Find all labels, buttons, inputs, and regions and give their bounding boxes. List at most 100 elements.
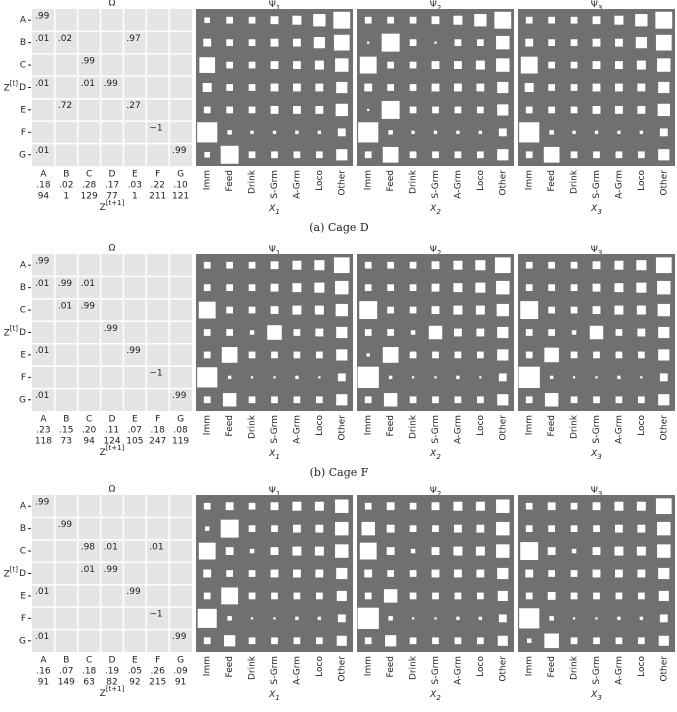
- hinton-square: [454, 83, 462, 92]
- row-label: G: [19, 636, 26, 646]
- col-label: F: [155, 656, 160, 666]
- hinton-square: [387, 329, 395, 336]
- label-base: Z: [100, 203, 106, 213]
- behavior-label: Drink: [248, 169, 258, 194]
- cell-value: .99: [58, 520, 73, 530]
- axis-label: Z[t]: [4, 325, 19, 339]
- stationary: .18: [82, 667, 97, 677]
- hinton-square: [367, 108, 370, 112]
- col-label: G: [177, 170, 184, 180]
- hinton-square: [548, 16, 556, 24]
- hinton-square: [433, 130, 438, 135]
- hinton-square: [476, 106, 484, 114]
- hinton-square: [453, 501, 463, 511]
- caption: (b) Cage F: [310, 466, 369, 479]
- hinton-square: [409, 84, 417, 91]
- behavior-label: A-Grm: [453, 170, 463, 199]
- count: 1: [63, 192, 69, 202]
- hinton-square: [387, 84, 395, 91]
- behavior-label: A-Grm: [292, 415, 302, 444]
- hinton-square: [295, 130, 299, 135]
- label-sub: 1: [276, 490, 280, 498]
- behavior-label: Feed: [225, 415, 235, 436]
- behavior-label: S-Grm: [270, 415, 280, 444]
- hinton-square: [359, 301, 378, 320]
- hinton-square: [409, 570, 417, 577]
- hinton-square: [270, 38, 279, 47]
- hinton-square: [270, 306, 279, 314]
- hinton-square: [570, 306, 578, 314]
- hinton-square: [248, 284, 256, 292]
- hinton-square: [476, 328, 485, 337]
- label-sup: [t]: [10, 80, 18, 88]
- hinton-square: [431, 261, 440, 270]
- axis-label: X2: [429, 204, 441, 217]
- label-base: Ψ: [269, 245, 276, 255]
- hinton-square: [409, 39, 417, 47]
- hinton-square: [226, 106, 234, 114]
- hinton-square: [292, 501, 302, 511]
- row-label: B: [20, 283, 26, 293]
- hinton-square: [387, 261, 395, 269]
- hinton-square: [518, 366, 540, 389]
- hinton-square: [615, 592, 623, 600]
- hinton-square: [570, 284, 578, 292]
- axis-label: X3: [590, 449, 602, 462]
- label-sub: 2: [436, 208, 441, 216]
- stationary: .09: [173, 667, 188, 677]
- hinton-square: [357, 607, 379, 630]
- cell-value: .01: [35, 146, 49, 156]
- hinton-square: [570, 39, 578, 47]
- hinton-square: [388, 130, 393, 135]
- label-base: Ψ: [430, 486, 437, 496]
- hinton-square: [614, 15, 624, 25]
- hinton-square: [525, 351, 533, 359]
- hinton-square: [315, 396, 323, 404]
- label-base: Ψ: [430, 245, 437, 255]
- hinton-square: [497, 590, 508, 601]
- hinton-square: [637, 524, 646, 533]
- hinton-square: [548, 306, 556, 314]
- hinton-square: [494, 11, 512, 29]
- hinton-square: [548, 284, 556, 292]
- hinton-square: [615, 569, 623, 578]
- hinton-square: [387, 306, 395, 314]
- hinton-square: [658, 349, 670, 361]
- col-label: B: [63, 656, 69, 666]
- axis-label: Ψ1: [269, 486, 281, 499]
- hinton-square: [615, 106, 623, 114]
- label-sub: 1: [275, 694, 279, 702]
- hinton-square: [409, 151, 417, 159]
- hinton-square: [520, 542, 539, 561]
- hinton-square: [197, 608, 217, 628]
- hinton-square: [203, 592, 211, 600]
- omega-bg: [32, 495, 192, 652]
- hinton-square: [592, 261, 601, 270]
- axis-label: Z[t]: [4, 566, 19, 580]
- hinton-square: [525, 261, 533, 269]
- axis-label: X3: [590, 204, 602, 217]
- hinton-square: [248, 106, 256, 114]
- hinton-square: [314, 501, 324, 511]
- count: 94: [38, 192, 50, 202]
- hinton-square: [476, 592, 484, 600]
- label-base: X: [268, 690, 276, 700]
- hinton-square: [658, 590, 669, 601]
- behavior-label: Feed: [386, 656, 396, 677]
- hinton-square: [226, 16, 234, 24]
- hinton-square: [381, 33, 400, 52]
- cell-value: .01: [149, 542, 163, 552]
- hinton-square: [388, 616, 393, 621]
- hinton-square: [615, 151, 623, 159]
- hinton-square: [271, 151, 278, 159]
- hinton-square: [570, 502, 578, 510]
- label-base: Z: [100, 689, 106, 699]
- hinton-square: [434, 617, 437, 620]
- hinton-square: [498, 128, 507, 137]
- hinton-square: [496, 544, 510, 558]
- hinton-square: [410, 330, 416, 335]
- hinton-square: [227, 130, 232, 135]
- col-label: E: [132, 170, 138, 180]
- axis-label: X2: [429, 690, 441, 703]
- behavior-label: Loco: [637, 656, 647, 677]
